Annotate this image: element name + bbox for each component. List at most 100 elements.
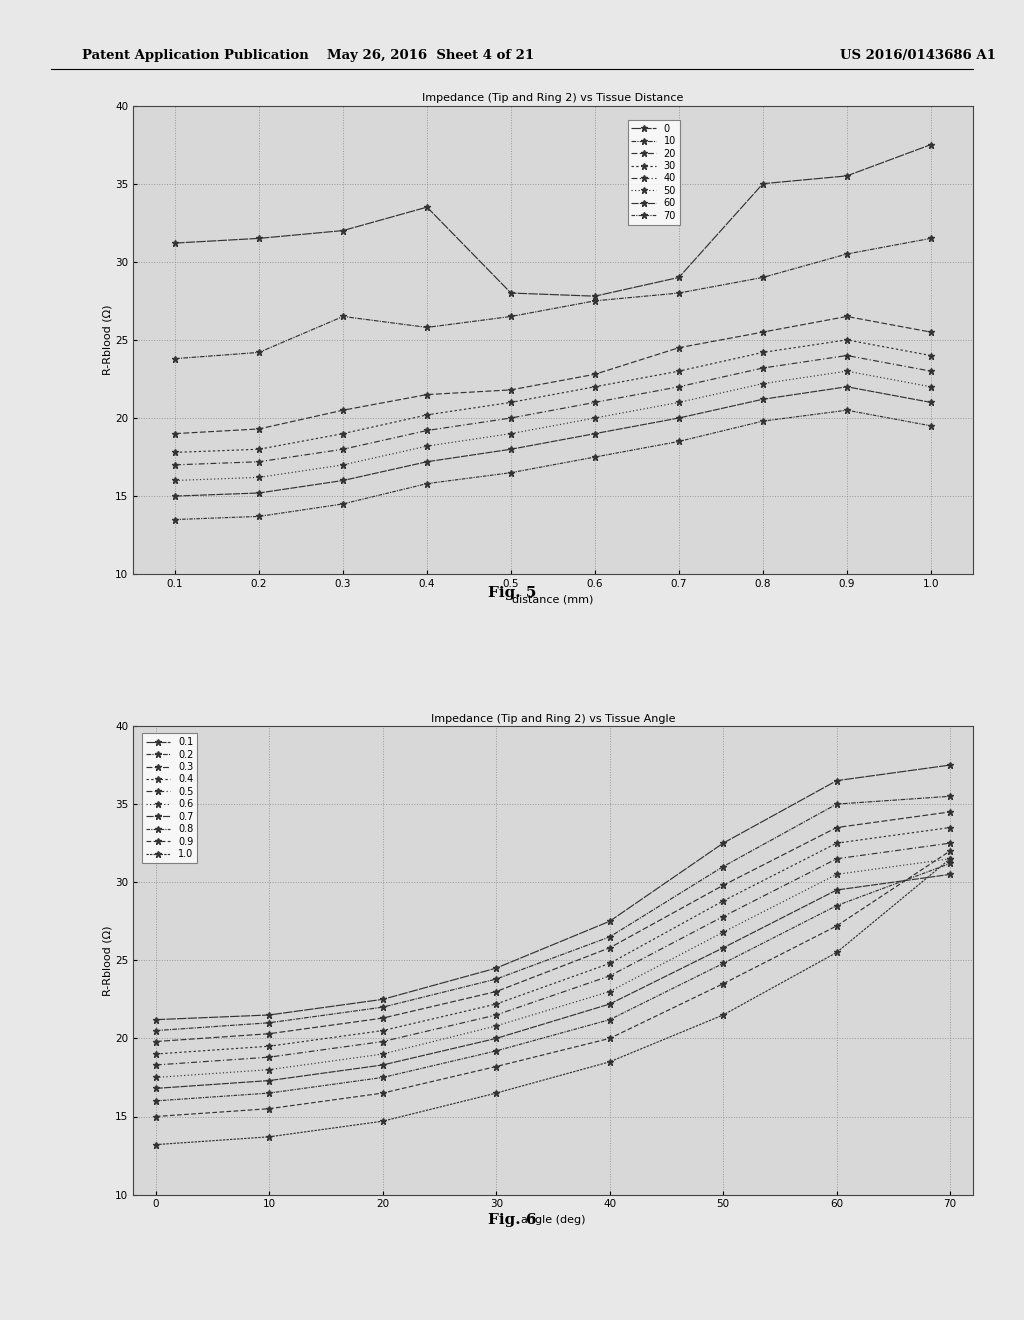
70 (673, 433, 685, 449)
Line: 0.1: 0.1 (153, 762, 953, 1023)
0.3 (717, 878, 729, 894)
10 (673, 285, 685, 301)
0.4 (717, 894, 729, 909)
0.2 (603, 929, 615, 945)
30 (673, 363, 685, 379)
0.3 (377, 1010, 389, 1026)
0.9 (490, 1059, 503, 1074)
20 (841, 309, 853, 325)
60 (589, 425, 601, 441)
Line: 30: 30 (172, 337, 934, 455)
0.4 (490, 997, 503, 1012)
0 (841, 168, 853, 183)
0.6 (490, 1018, 503, 1034)
0.5 (263, 1049, 275, 1065)
0 (757, 176, 769, 191)
0.7 (944, 866, 956, 882)
Y-axis label: R-Rblood (Ω): R-Rblood (Ω) (102, 925, 113, 995)
0.3 (944, 804, 956, 820)
0.5 (150, 1057, 162, 1073)
0.7 (150, 1081, 162, 1097)
20 (757, 325, 769, 341)
Line: 70: 70 (172, 407, 934, 523)
50 (925, 379, 937, 395)
40 (589, 395, 601, 411)
0.5 (944, 836, 956, 851)
0.9 (830, 917, 843, 933)
0.3 (150, 1034, 162, 1049)
0.1 (603, 913, 615, 929)
10 (421, 319, 433, 335)
30 (421, 407, 433, 422)
0.4 (944, 820, 956, 836)
X-axis label: angle (deg): angle (deg) (521, 1214, 585, 1225)
0.1 (150, 1011, 162, 1027)
10 (925, 231, 937, 247)
10 (253, 345, 265, 360)
0.5 (490, 1007, 503, 1023)
0.2 (377, 999, 389, 1015)
0.4 (150, 1045, 162, 1061)
Line: 0.9: 0.9 (153, 847, 953, 1119)
0.6 (377, 1045, 389, 1061)
0 (421, 199, 433, 215)
Legend: 0, 10, 20, 30, 40, 50, 60, 70: 0, 10, 20, 30, 40, 50, 60, 70 (628, 120, 680, 224)
40 (169, 457, 181, 473)
0.2 (830, 796, 843, 812)
60 (841, 379, 853, 395)
30 (925, 347, 937, 363)
20 (169, 425, 181, 441)
0.8 (944, 855, 956, 871)
0.7 (263, 1073, 275, 1089)
70 (337, 496, 349, 512)
60 (253, 484, 265, 500)
Title: Impedance (Tip and Ring 2) vs Tissue Distance: Impedance (Tip and Ring 2) vs Tissue Dis… (422, 94, 684, 103)
Y-axis label: R-Rblood (Ω): R-Rblood (Ω) (102, 305, 113, 375)
1.0 (150, 1137, 162, 1152)
0.5 (717, 908, 729, 924)
Line: 0: 0 (172, 141, 934, 300)
20 (673, 339, 685, 355)
1.0 (944, 851, 956, 867)
20 (505, 381, 517, 397)
0 (169, 235, 181, 251)
70 (925, 418, 937, 434)
Text: Patent Application Publication: Patent Application Publication (82, 49, 308, 62)
Line: 0.2: 0.2 (153, 793, 953, 1034)
Line: 0.6: 0.6 (153, 855, 953, 1081)
0.3 (830, 820, 843, 836)
Line: 1.0: 1.0 (153, 855, 953, 1148)
50 (169, 473, 181, 488)
0.1 (490, 960, 503, 975)
0.1 (377, 991, 389, 1007)
0.9 (944, 843, 956, 859)
0.6 (263, 1061, 275, 1077)
30 (253, 441, 265, 457)
0.7 (377, 1057, 389, 1073)
10 (169, 351, 181, 367)
40 (841, 347, 853, 363)
Line: 0.7: 0.7 (153, 871, 953, 1092)
0 (589, 288, 601, 304)
0.6 (944, 851, 956, 867)
0.4 (830, 836, 843, 851)
40 (673, 379, 685, 395)
Text: Fig. 6: Fig. 6 (487, 1213, 537, 1226)
60 (169, 488, 181, 504)
40 (337, 441, 349, 457)
0.7 (490, 1031, 503, 1047)
0.9 (263, 1101, 275, 1117)
50 (589, 411, 601, 426)
0.3 (263, 1026, 275, 1041)
0.9 (377, 1085, 389, 1101)
0.5 (377, 1034, 389, 1049)
Line: 50: 50 (172, 368, 934, 483)
Line: 10: 10 (172, 235, 934, 362)
Title: Impedance (Tip and Ring 2) vs Tissue Angle: Impedance (Tip and Ring 2) vs Tissue Ang… (431, 714, 675, 723)
60 (925, 395, 937, 411)
20 (337, 403, 349, 418)
0.1 (944, 758, 956, 774)
70 (505, 465, 517, 480)
0.7 (717, 940, 729, 956)
50 (841, 363, 853, 379)
